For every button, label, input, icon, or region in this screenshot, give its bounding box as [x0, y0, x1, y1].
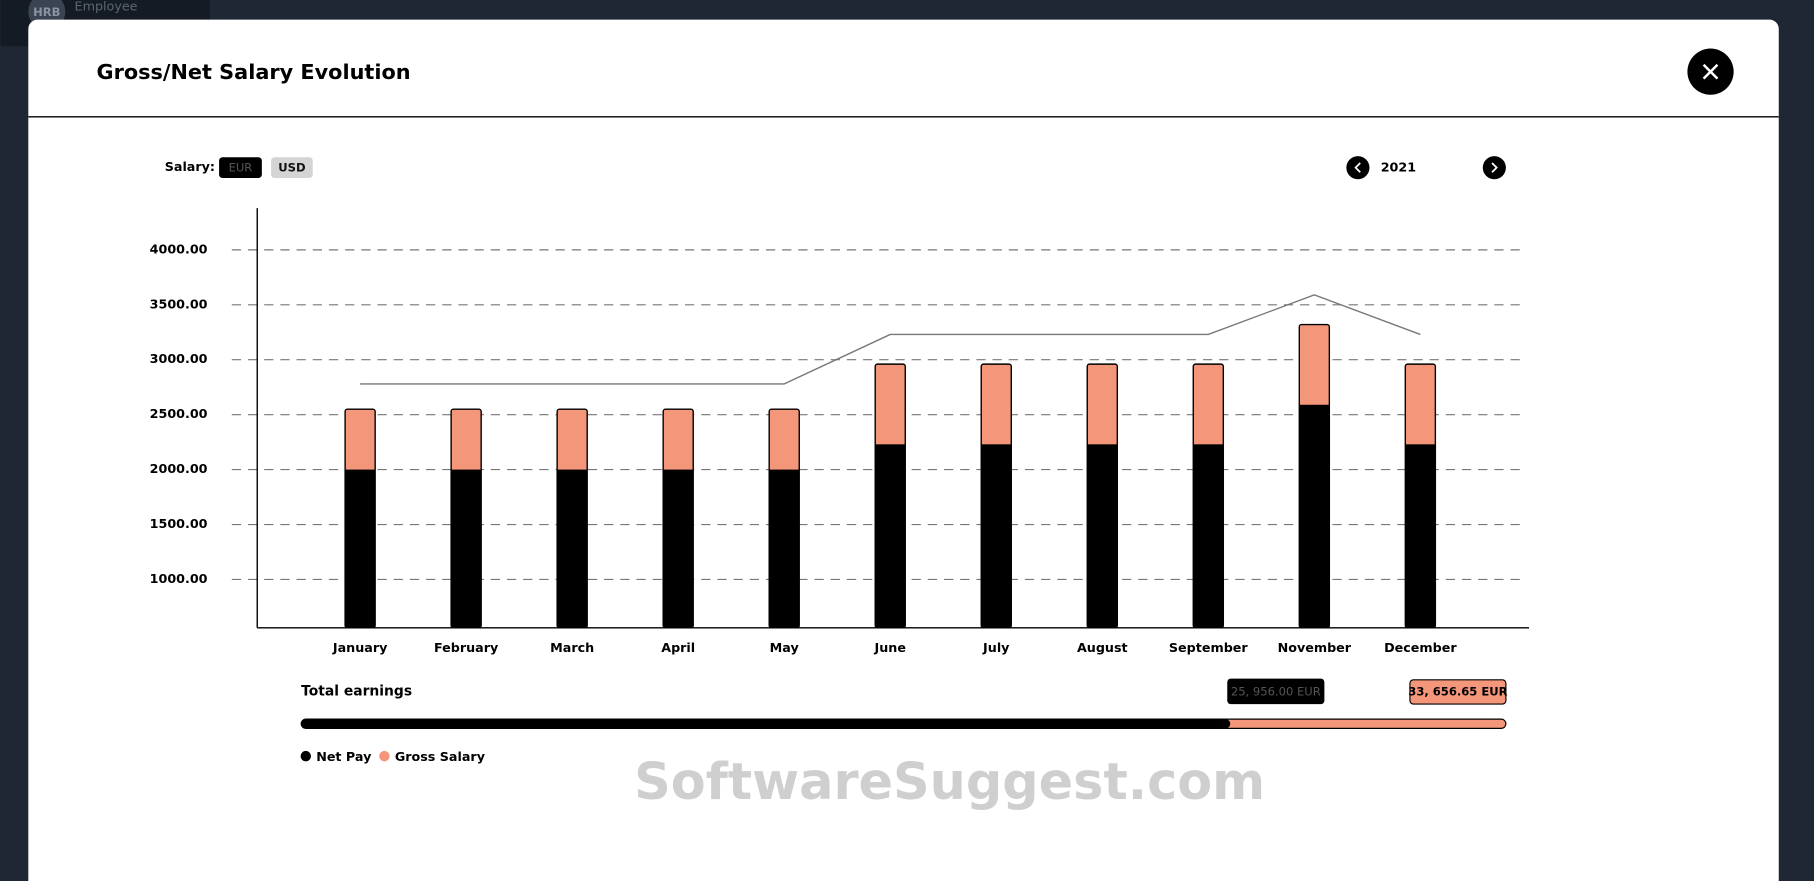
net-bar [769, 469, 800, 628]
y-tick-label: 1500.00 [150, 516, 208, 531]
y-tick-label: 1000.00 [150, 571, 208, 586]
x-tick-label: December [1384, 640, 1457, 655]
legend-swatch [379, 750, 390, 762]
net-bar [875, 444, 906, 628]
prev-icon[interactable] [1354, 162, 1361, 173]
x-tick-label: June [874, 640, 906, 655]
net-bar [1299, 404, 1330, 628]
currency-eur-label[interactable]: EUR [229, 161, 253, 175]
net-bar [557, 469, 588, 628]
y-tick-label: 3000.00 [150, 351, 208, 366]
next-year[interactable] [1482, 156, 1506, 180]
total-progress [300, 718, 1507, 729]
y-tick-label: 3500.00 [150, 296, 208, 311]
salary-label: Salary: [165, 159, 215, 174]
chart: 1000.00 1500.00 2000.00 2500.00 3000.00 3500.… [150, 208, 1530, 655]
total-label: Total earnings [301, 683, 412, 699]
legend-swatch [300, 750, 311, 762]
currency-usd-label[interactable]: USD [278, 161, 305, 175]
net-bar [345, 469, 376, 628]
x-tick-label: February [434, 640, 499, 655]
currency-eur[interactable] [219, 157, 262, 179]
x-tick-label: November [1278, 640, 1352, 655]
net-progress [301, 719, 1231, 729]
x-tick-label: January [332, 640, 388, 655]
net-bar [663, 469, 694, 628]
close-icon[interactable] [1702, 63, 1719, 80]
net-bar [451, 469, 482, 628]
modal-title: Gross/Net Salary Evolution [97, 60, 411, 84]
legend-label: Gross Salary [395, 749, 486, 764]
year: 2021 [1381, 160, 1416, 175]
x-tick-label: March [550, 640, 594, 655]
legend: Net Pay Gross Salary [300, 749, 486, 764]
gross-total-box [1409, 679, 1507, 705]
x-tick-label: April [661, 640, 695, 655]
next-icon[interactable] [1491, 162, 1498, 173]
x-tick-label: September [1169, 640, 1248, 655]
x-tick-label: August [1077, 640, 1128, 655]
net-bar [981, 444, 1012, 628]
net-total-box [1227, 678, 1325, 705]
y-tick-label: 2000.00 [150, 461, 208, 476]
y-tick-label: 4000.00 [150, 241, 208, 256]
close-button[interactable] [1687, 48, 1734, 95]
net-bar [1087, 444, 1118, 628]
trend-line [360, 294, 1421, 385]
y-tick-label: 2500.00 [150, 406, 208, 421]
gross-total: 33, 656.65 EUR [1408, 684, 1507, 698]
net-bar [1193, 444, 1224, 628]
prev-year[interactable] [1346, 156, 1370, 180]
watermark: SoftwareSuggest.com [634, 752, 1265, 811]
net-bar [1405, 444, 1436, 628]
legend-label: Net Pay [316, 749, 372, 764]
x-tick-label: July [982, 640, 1010, 655]
brand: HRB [33, 5, 60, 19]
net-total: 25, 956.00 EUR [1231, 684, 1321, 698]
currency-usd[interactable] [271, 157, 313, 179]
nav-label: Employee [75, 0, 138, 13]
x-tick-label: May [770, 640, 800, 655]
